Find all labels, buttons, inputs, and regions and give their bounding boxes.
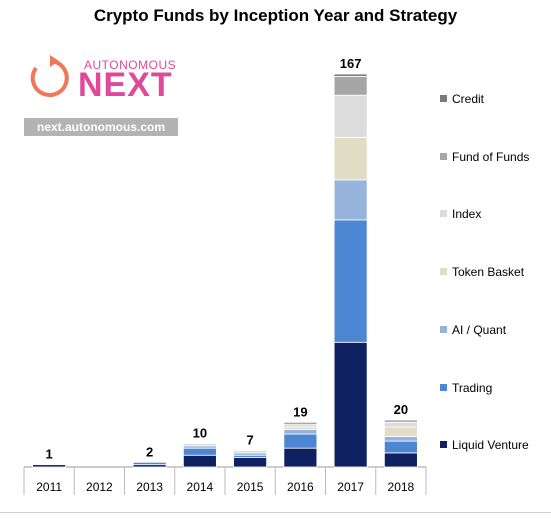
- chart-title: Crypto Funds by Inception Year and Strat…: [93, 6, 458, 25]
- legend-label: Fund of Funds: [452, 149, 530, 164]
- bar-segment-liquid-venture: [32, 464, 67, 468]
- bar-segment-trading: [333, 219, 368, 343]
- bar-segment-liquid-venture: [233, 457, 268, 468]
- bar-total-label: 2: [146, 444, 153, 459]
- bar-total-label: 167: [340, 56, 362, 71]
- logo-autonomous-text: AUTONOMOUS: [84, 58, 177, 72]
- bar-segment-token-basket: [383, 426, 418, 437]
- bar-total-label: 1: [46, 447, 53, 462]
- bar-total-label: 10: [193, 425, 207, 440]
- bar-segment-trading: [283, 433, 318, 449]
- bar-segment-liquid-venture: [283, 447, 318, 468]
- legend-label: Token Basket: [452, 265, 525, 280]
- bar-segment-index: [383, 421, 418, 428]
- bottom-rule: [0, 512, 551, 513]
- bar-segment-index: [182, 443, 217, 447]
- bar-segment-token-basket: [333, 137, 368, 181]
- x-tick-label: 2013: [136, 480, 163, 494]
- legend-swatch: [440, 325, 447, 333]
- bar-segment-liquid-venture: [383, 452, 418, 468]
- bar-segment-ai-quant: [333, 179, 368, 221]
- x-tick-label: 2017: [337, 480, 364, 494]
- bar-segment-liquid-venture: [182, 454, 217, 468]
- x-tick-label: 2011: [36, 480, 62, 494]
- logo-next-text: NEXT: [78, 66, 173, 104]
- bar-segment-fund-of-funds: [333, 75, 368, 96]
- bar-segment-ai-quant: [283, 428, 318, 435]
- logo-url: next.autonomous.com: [24, 118, 178, 136]
- legend-label: Credit: [452, 92, 485, 106]
- bar-segment-trading: [182, 447, 217, 456]
- bar-segment-trading: [383, 440, 418, 454]
- bar-segment-trading: [132, 461, 167, 466]
- legend-swatch: [440, 268, 447, 276]
- autonomous-next-logo: AUTONOMOUS NEXT: [26, 52, 196, 112]
- bar-segment-ai-quant: [383, 436, 418, 442]
- bar-segment-credit: [333, 73, 368, 77]
- legend-label: AI / Quant: [452, 322, 507, 337]
- legend-swatch: [440, 210, 447, 218]
- legend-label: Liquid Venture: [452, 438, 529, 453]
- bar-total-label: 20: [394, 402, 408, 417]
- x-tick-label: 2018: [388, 480, 415, 494]
- legend-label: Trading: [452, 380, 493, 395]
- bar-total-label: 7: [247, 433, 254, 448]
- bar-segment-index: [333, 94, 368, 138]
- circular-arrow-icon: [30, 55, 69, 97]
- bar-segment-index: [233, 450, 268, 454]
- bar-segment-fund-of-funds: [283, 421, 318, 426]
- legend-label: Index: [452, 207, 482, 222]
- bar-segment-liquid-venture: [333, 341, 368, 468]
- legend-swatch: [440, 152, 447, 160]
- legend-swatch: [440, 95, 447, 102]
- bar-total-label: 19: [293, 404, 307, 419]
- x-tick-label: 2016: [287, 480, 314, 494]
- x-tick-label: 2015: [237, 480, 264, 494]
- legend-swatch: [440, 383, 447, 391]
- legend-swatch: [440, 441, 447, 449]
- bar-segment-fund-of-funds: [383, 419, 418, 423]
- x-tick-label: 2012: [86, 480, 113, 494]
- x-tick-label: 2014: [187, 480, 214, 494]
